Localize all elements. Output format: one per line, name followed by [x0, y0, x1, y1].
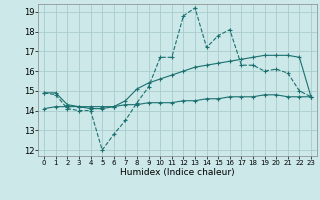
X-axis label: Humidex (Indice chaleur): Humidex (Indice chaleur): [120, 168, 235, 177]
